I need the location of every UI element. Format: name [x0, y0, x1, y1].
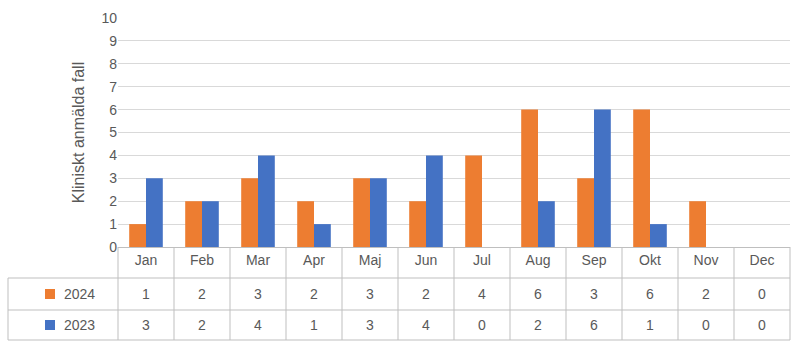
svg-text:Aug: Aug [526, 252, 551, 268]
svg-text:6: 6 [646, 286, 654, 302]
svg-text:5: 5 [109, 124, 117, 140]
svg-text:6: 6 [534, 286, 542, 302]
svg-text:4: 4 [478, 286, 486, 302]
svg-text:4: 4 [109, 147, 117, 163]
svg-text:2: 2 [702, 286, 710, 302]
svg-text:10: 10 [101, 10, 117, 26]
svg-text:3: 3 [366, 317, 374, 333]
svg-text:3: 3 [254, 286, 262, 302]
svg-text:Mar: Mar [246, 252, 270, 268]
svg-text:4: 4 [422, 317, 430, 333]
svg-text:3: 3 [366, 286, 374, 302]
svg-text:2: 2 [198, 286, 206, 302]
svg-text:1: 1 [310, 317, 318, 333]
svg-text:1: 1 [142, 286, 150, 302]
svg-text:0: 0 [478, 317, 486, 333]
svg-text:Okt: Okt [639, 252, 661, 268]
svg-text:0: 0 [109, 239, 117, 255]
svg-text:2: 2 [422, 286, 430, 302]
svg-text:Nov: Nov [694, 252, 719, 268]
svg-text:2: 2 [198, 317, 206, 333]
svg-text:Maj: Maj [359, 252, 382, 268]
svg-text:2023: 2023 [64, 317, 95, 333]
svg-text:2: 2 [109, 193, 117, 209]
svg-text:6: 6 [109, 102, 117, 118]
svg-text:2024: 2024 [64, 286, 95, 302]
svg-text:3: 3 [142, 317, 150, 333]
svg-text:Apr: Apr [303, 252, 325, 268]
svg-text:1: 1 [646, 317, 654, 333]
svg-text:Sep: Sep [582, 252, 607, 268]
svg-text:0: 0 [758, 286, 766, 302]
svg-text:Feb: Feb [190, 252, 214, 268]
svg-text:8: 8 [109, 56, 117, 72]
svg-text:Kliniskt anmälda fall: Kliniskt anmälda fall [70, 62, 87, 203]
svg-text:2: 2 [534, 317, 542, 333]
svg-text:0: 0 [758, 317, 766, 333]
svg-text:9: 9 [109, 33, 117, 49]
svg-text:Dec: Dec [750, 252, 775, 268]
svg-text:7: 7 [109, 79, 117, 95]
svg-text:4: 4 [254, 317, 262, 333]
svg-text:0: 0 [702, 317, 710, 333]
svg-text:6: 6 [590, 317, 598, 333]
svg-text:3: 3 [109, 170, 117, 186]
svg-text:Jan: Jan [135, 252, 158, 268]
svg-text:Jul: Jul [473, 252, 491, 268]
svg-text:2: 2 [310, 286, 318, 302]
svg-text:3: 3 [590, 286, 598, 302]
svg-text:Jun: Jun [415, 252, 438, 268]
svg-text:1: 1 [109, 216, 117, 232]
